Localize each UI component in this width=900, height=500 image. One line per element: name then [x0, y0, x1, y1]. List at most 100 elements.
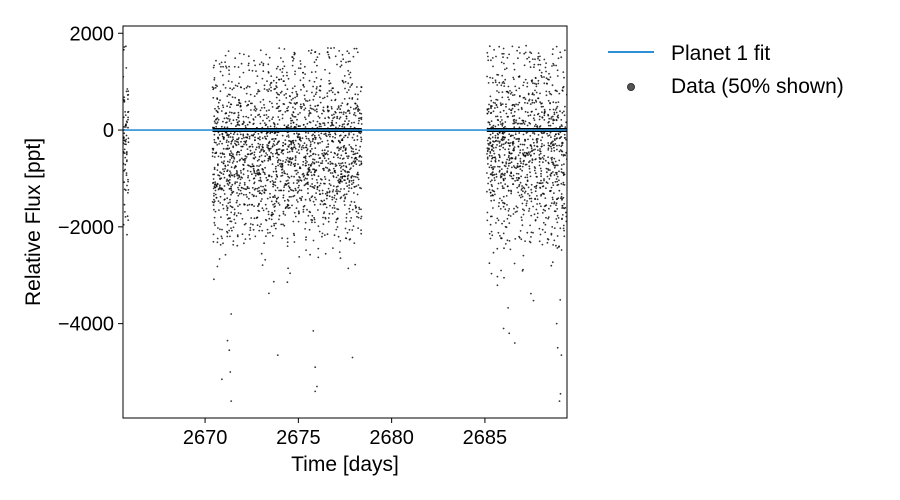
- data-point: [348, 144, 351, 146]
- data-point: [556, 69, 559, 72]
- data-point: [556, 214, 559, 217]
- data-point: [301, 146, 303, 149]
- data-point: [316, 64, 318, 67]
- data-point: [214, 181, 217, 184]
- data-point: [220, 65, 222, 68]
- data-point: [234, 182, 237, 185]
- data-point: [284, 207, 287, 210]
- data-point: [248, 100, 251, 102]
- data-point: [360, 156, 363, 158]
- data-point: [297, 171, 299, 174]
- data-point: [347, 60, 350, 63]
- data-point: [526, 200, 528, 202]
- data-point: [515, 119, 518, 122]
- data-point: [537, 97, 539, 100]
- data-point: [502, 132, 505, 135]
- data-point: [220, 187, 223, 190]
- data-point: [517, 103, 519, 106]
- data-point: [302, 160, 305, 163]
- data-point: [246, 104, 248, 107]
- data-point: [290, 142, 293, 144]
- data-point: [526, 147, 529, 149]
- data-point: [325, 146, 328, 149]
- data-point: [543, 154, 546, 157]
- data-point: [547, 216, 550, 219]
- data-point: [357, 227, 359, 230]
- data-point: [258, 210, 261, 213]
- data-point: [556, 221, 559, 224]
- data-point: [272, 181, 275, 184]
- data-point: [517, 108, 520, 111]
- data-point: [221, 104, 224, 107]
- data-point: [540, 194, 542, 197]
- data-point: [309, 165, 312, 167]
- data-point: [237, 141, 240, 144]
- data-point: [251, 173, 253, 176]
- data-point: [237, 114, 240, 117]
- data-point: [268, 100, 271, 103]
- data-point: [507, 165, 510, 167]
- data-point: [327, 217, 330, 219]
- data-point: [541, 76, 543, 78]
- data-point: [525, 202, 528, 205]
- data-point: [258, 192, 261, 195]
- data-point: [556, 235, 559, 237]
- data-point: [276, 93, 279, 96]
- data-point: [346, 185, 349, 188]
- data-point: [528, 60, 531, 63]
- data-point: [538, 202, 541, 205]
- data-point: [494, 140, 497, 143]
- data-point: [228, 65, 231, 68]
- data-point: [504, 68, 506, 71]
- data-point: [556, 175, 559, 178]
- data-point: [491, 174, 494, 177]
- data-point: [521, 219, 523, 222]
- data-point: [259, 122, 262, 125]
- data-point: [343, 169, 346, 172]
- data-point: [322, 167, 324, 170]
- data-point: [237, 174, 240, 177]
- data-point: [348, 132, 350, 135]
- data-point: [253, 165, 255, 168]
- data-point: [271, 213, 273, 216]
- data-point: [495, 175, 498, 178]
- data-point: [226, 235, 229, 238]
- data-point: [507, 96, 509, 99]
- data-point: [266, 117, 268, 120]
- data-point: [524, 110, 527, 113]
- data-point: [123, 132, 126, 135]
- data-point: [270, 218, 273, 221]
- data-point: [349, 168, 351, 171]
- data-point: [217, 118, 220, 121]
- data-point: [510, 109, 513, 112]
- data-point: [245, 143, 248, 146]
- data-point: [551, 226, 554, 228]
- data-point: [347, 82, 350, 85]
- data-point: [491, 77, 494, 79]
- data-point: [329, 133, 332, 136]
- data-point: [292, 163, 295, 166]
- data-point: [294, 147, 297, 150]
- data-point: [535, 91, 538, 94]
- data-point: [544, 66, 547, 69]
- data-point: [557, 101, 560, 103]
- data-point: [511, 107, 514, 110]
- data-point: [536, 176, 538, 178]
- data-point: [294, 73, 296, 76]
- data-point: [238, 120, 241, 123]
- data-point: [302, 77, 305, 79]
- data-point: [349, 204, 352, 207]
- data-point: [243, 183, 246, 186]
- data-point: [564, 105, 566, 108]
- data-point: [256, 187, 259, 190]
- data-point: [313, 80, 316, 83]
- data-point: [517, 177, 520, 179]
- data-point: [522, 121, 525, 124]
- data-point: [547, 142, 550, 144]
- data-point: [496, 84, 499, 86]
- data-point: [529, 175, 532, 178]
- data-point: [269, 125, 272, 128]
- data-point: [516, 138, 519, 140]
- data-point: [543, 119, 546, 121]
- data-point: [257, 137, 260, 140]
